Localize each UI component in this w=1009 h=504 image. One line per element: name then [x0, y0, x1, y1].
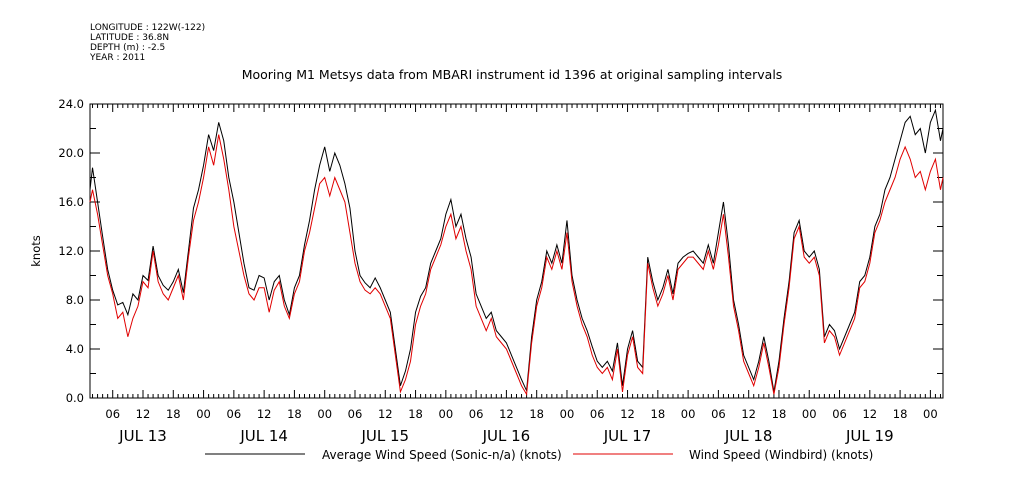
x-tick-label: 12: [862, 407, 877, 421]
y-tick-label: 20.0: [58, 146, 84, 160]
plot-frame: [89, 103, 944, 399]
x-day-label: JUL 14: [239, 427, 288, 445]
x-tick-label: 12: [741, 407, 756, 421]
x-tick-label: 12: [378, 407, 393, 421]
x-tick-label: 18: [166, 407, 181, 421]
x-tick-label: 00: [317, 407, 332, 421]
latitude-text: LATITUDE : 36.8N: [90, 33, 169, 43]
x-day-label: JUL 18: [724, 427, 773, 445]
x-tick-label: 18: [408, 407, 423, 421]
x-tick-label: 12: [499, 407, 514, 421]
legend-label-average: Average Wind Speed (Sonic-n/a) (knots): [322, 448, 562, 462]
x-tick-label: 00: [196, 407, 211, 421]
y-axis: 0.0 4.0 8.0 12.0 16.0 20.0 24.0: [58, 97, 943, 405]
x-tick-label: 18: [287, 407, 302, 421]
x-day-label: JUL 13: [118, 427, 167, 445]
legend-label-windbird: Wind Speed (Windbird) (knots): [689, 448, 873, 462]
x-day-label: JUL 17: [603, 427, 652, 445]
x-tick-label: 12: [620, 407, 635, 421]
x-day-label: JUL 16: [482, 427, 531, 445]
x-axis: 06 12 18 00 06 12 18 00 06 12 18 00 06 12 18 00 06 12 18 00…: [105, 407, 937, 445]
x-tick-label: 00: [439, 407, 454, 421]
y-tick-label: 16.0: [58, 195, 84, 209]
y-tick-label: 24.0: [58, 97, 84, 111]
depth-text: DEPTH (m) : -2.5: [90, 43, 165, 53]
y-tick-label: 4.0: [66, 342, 84, 356]
x-tick-label: 06: [469, 407, 484, 421]
longitude-text: LONGITUDE : 122W(-122): [90, 23, 205, 33]
series-line-windbird-wind-speed: [89, 134, 944, 396]
legend: Average Wind Speed (Sonic-n/a) (knots) W…: [205, 448, 873, 462]
x-tick-label: 06: [105, 407, 120, 421]
x-tick-label: 06: [227, 407, 242, 421]
x-tick-label: 00: [802, 407, 817, 421]
chart-title: Mooring M1 Metsys data from MBARI instru…: [242, 67, 783, 82]
x-tick-label: 00: [560, 407, 575, 421]
series-line-average-wind-speed: [89, 108, 944, 393]
y-tick-label: 8.0: [66, 293, 84, 307]
x-tick-label: 18: [772, 407, 787, 421]
y-axis-label: knots: [29, 235, 43, 267]
x-tick-label: 12: [136, 407, 151, 421]
x-tick-label: 06: [711, 407, 726, 421]
x-tick-label: 18: [529, 407, 544, 421]
x-day-label: JUL 15: [360, 427, 409, 445]
x-day-label: JUL 19: [845, 427, 894, 445]
station-info: LONGITUDE : 122W(-122) LATITUDE : 36.8N …: [89, 23, 205, 63]
plot-border: [89, 103, 944, 399]
x-tick-label: 18: [651, 407, 666, 421]
x-tick-label: 06: [590, 407, 605, 421]
y-tick-label: 12.0: [58, 244, 84, 258]
x-tick-label: 12: [257, 407, 272, 421]
series-layer: [89, 108, 944, 396]
x-tick-label: 06: [832, 407, 847, 421]
x-tick-label: 06: [348, 407, 363, 421]
year-text: YEAR : 2011: [89, 53, 145, 63]
x-tick-label: 18: [893, 407, 908, 421]
x-tick-label: 00: [923, 407, 938, 421]
y-tick-label: 0.0: [66, 391, 84, 405]
x-tick-label: 00: [681, 407, 696, 421]
